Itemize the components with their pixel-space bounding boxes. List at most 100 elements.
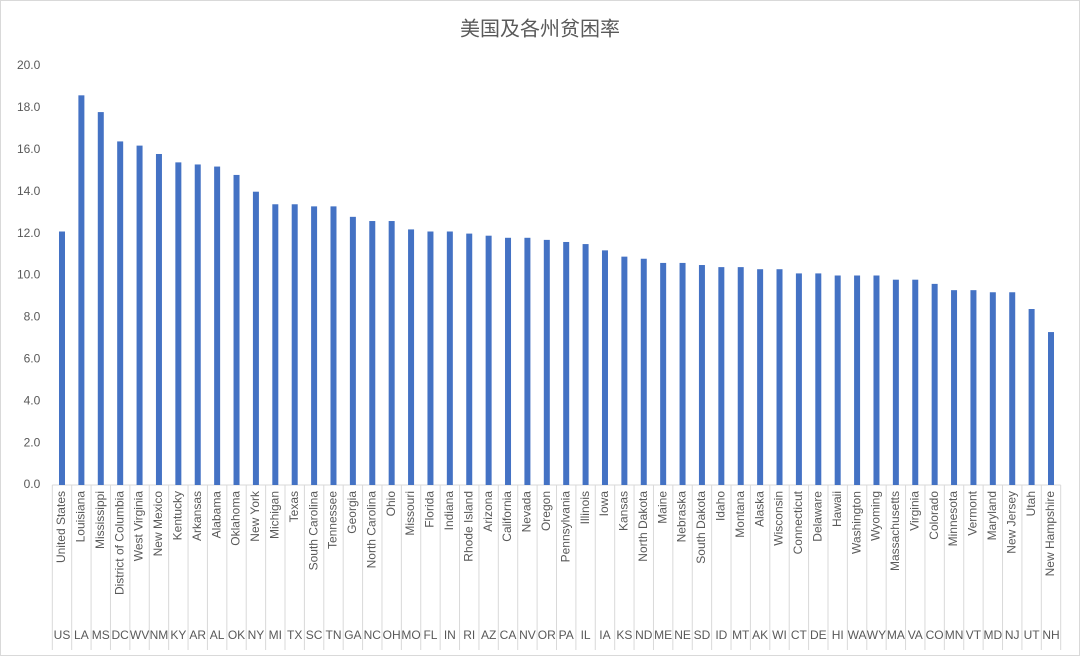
bar <box>369 221 376 485</box>
x-tick-label: Wyoming <box>869 491 883 541</box>
bar <box>757 269 764 485</box>
bar <box>989 292 996 485</box>
bar <box>349 216 356 485</box>
x-tick-abbreviation: LA <box>74 628 89 642</box>
x-tick-abbreviation: MI <box>269 628 282 642</box>
bar <box>466 233 473 485</box>
x-tick-label: California <box>500 491 514 542</box>
bar <box>117 141 124 486</box>
bar <box>233 174 240 485</box>
x-tick-abbreviation: MO <box>401 628 420 642</box>
x-tick-label: Utah <box>1024 491 1038 516</box>
bar <box>194 164 201 485</box>
x-tick-label: United States <box>54 491 68 563</box>
bar <box>485 235 492 485</box>
x-tick-abbreviation: IL <box>581 628 591 642</box>
bar <box>214 166 221 485</box>
x-tick-label: Hawaii <box>830 491 844 527</box>
bar <box>330 206 337 486</box>
x-tick-abbreviation: WA <box>848 628 867 642</box>
x-tick-label: Indiana <box>442 491 456 531</box>
bar <box>252 191 259 485</box>
x-tick-abbreviation: VT <box>966 628 982 642</box>
bar <box>78 95 85 485</box>
x-tick-abbreviation: SD <box>694 628 711 642</box>
bar <box>58 231 65 485</box>
bar <box>873 275 880 485</box>
x-tick-label: New York <box>248 490 262 542</box>
x-tick-abbreviation: NM <box>150 628 169 642</box>
x-tick-abbreviation: WV <box>130 628 149 642</box>
bar <box>446 231 453 485</box>
bar <box>601 250 608 485</box>
x-tick-abbreviation: UT <box>1024 628 1041 642</box>
bar <box>795 273 802 485</box>
bar <box>543 239 550 485</box>
x-tick-abbreviation: TN <box>325 628 341 642</box>
x-tick-label: Kansas <box>617 491 631 531</box>
x-tick-label: Georgia <box>345 491 359 534</box>
x-tick-label: Minnesota <box>946 491 960 547</box>
chart-title: 美国及各州贫困率 <box>460 17 620 40</box>
x-tick-abbreviation: ME <box>654 628 672 642</box>
bar <box>718 267 725 485</box>
x-tick-label: Alabama <box>209 491 223 539</box>
x-tick-label: Oregon <box>539 491 553 531</box>
x-tick-label: New Jersey <box>1004 491 1018 554</box>
x-tick-abbreviation: MT <box>732 628 750 642</box>
y-tick-label: 8.0 <box>24 310 41 324</box>
x-tick-abbreviation: AL <box>210 628 225 642</box>
bar <box>931 283 938 485</box>
bar <box>291 204 298 485</box>
x-tick-label: Nevada <box>520 491 534 533</box>
x-tick-label: Florida <box>423 491 437 528</box>
y-tick-label: 6.0 <box>24 351 41 365</box>
x-tick-label: South Carolina <box>306 491 320 571</box>
x-tick-abbreviation: TX <box>287 628 302 642</box>
bar <box>815 273 822 485</box>
x-tick-abbreviation: DE <box>810 628 827 642</box>
y-tick-label: 2.0 <box>24 435 41 449</box>
x-tick-abbreviation: AK <box>752 628 768 642</box>
x-tick-abbreviation: KY <box>170 628 186 642</box>
x-tick-label: Arizona <box>481 491 495 532</box>
bar <box>854 275 861 485</box>
x-tick-abbreviation: MA <box>887 628 905 642</box>
x-tick-label: Missouri <box>403 491 417 536</box>
bar <box>679 262 686 485</box>
bar <box>524 237 531 485</box>
x-tick-label: Alaska <box>752 491 766 527</box>
bar <box>776 269 783 485</box>
x-tick-label: Texas <box>287 491 301 522</box>
x-tick-label: West Virginia <box>132 491 146 562</box>
bar <box>698 265 705 485</box>
bar <box>408 229 415 485</box>
bar <box>388 221 395 485</box>
x-tick-abbreviation: US <box>54 628 71 642</box>
bar <box>155 153 162 486</box>
x-tick-abbreviation: NJ <box>1005 628 1020 642</box>
y-tick-label: 14.0 <box>17 184 41 198</box>
x-tick-abbreviation: OH <box>383 628 401 642</box>
x-tick-label: Wisconsin <box>772 491 786 546</box>
bar <box>1028 309 1035 485</box>
bar <box>563 241 570 485</box>
y-tick-label: 4.0 <box>24 393 41 407</box>
x-tick-label: Nebraska <box>675 491 689 543</box>
y-tick-label: 0.0 <box>24 477 41 491</box>
x-tick-label: Illinois <box>578 491 592 524</box>
bar <box>311 206 318 486</box>
x-tick-label: Virginia <box>907 491 921 531</box>
x-tick-abbreviation: CO <box>926 628 944 642</box>
bar <box>970 290 977 485</box>
x-tick-label: Idaho <box>714 491 728 521</box>
x-tick-abbreviation: FL <box>423 628 437 642</box>
bar <box>660 262 667 485</box>
x-tick-label: Mississippi <box>93 491 107 549</box>
bar <box>1048 332 1055 485</box>
x-tick-label: Maryland <box>985 491 999 540</box>
x-tick-label: Colorado <box>927 491 941 540</box>
bar <box>912 279 919 485</box>
x-tick-label: Tennessee <box>326 491 340 549</box>
